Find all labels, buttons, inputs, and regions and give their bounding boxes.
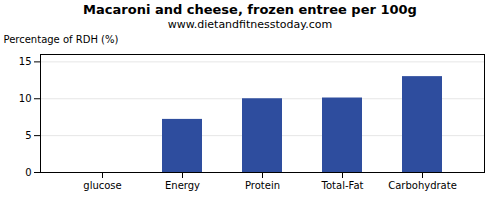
svg-text:10: 10 — [19, 93, 32, 104]
svg-text:glucose: glucose — [83, 180, 121, 191]
svg-text:Percentage of RDH (%): Percentage of RDH (%) — [4, 34, 119, 45]
svg-text:Carbohydrate: Carbohydrate — [388, 180, 457, 191]
html-text:Macaroni and cheese, frozen en: Macaroni and cheese, frozen entree per 1… — [83, 2, 417, 17]
svg-text:Energy: Energy — [165, 180, 200, 191]
svg-text:5: 5 — [25, 130, 31, 141]
svg-text:Total-Fat: Total-Fat — [321, 180, 364, 191]
svg-text:Protein: Protein — [245, 180, 280, 191]
svg-text:15: 15 — [19, 56, 32, 67]
html-text:www.dietandfitnesstoday.com: www.dietandfitnesstoday.com — [167, 18, 333, 31]
svg-text:0: 0 — [25, 167, 31, 178]
